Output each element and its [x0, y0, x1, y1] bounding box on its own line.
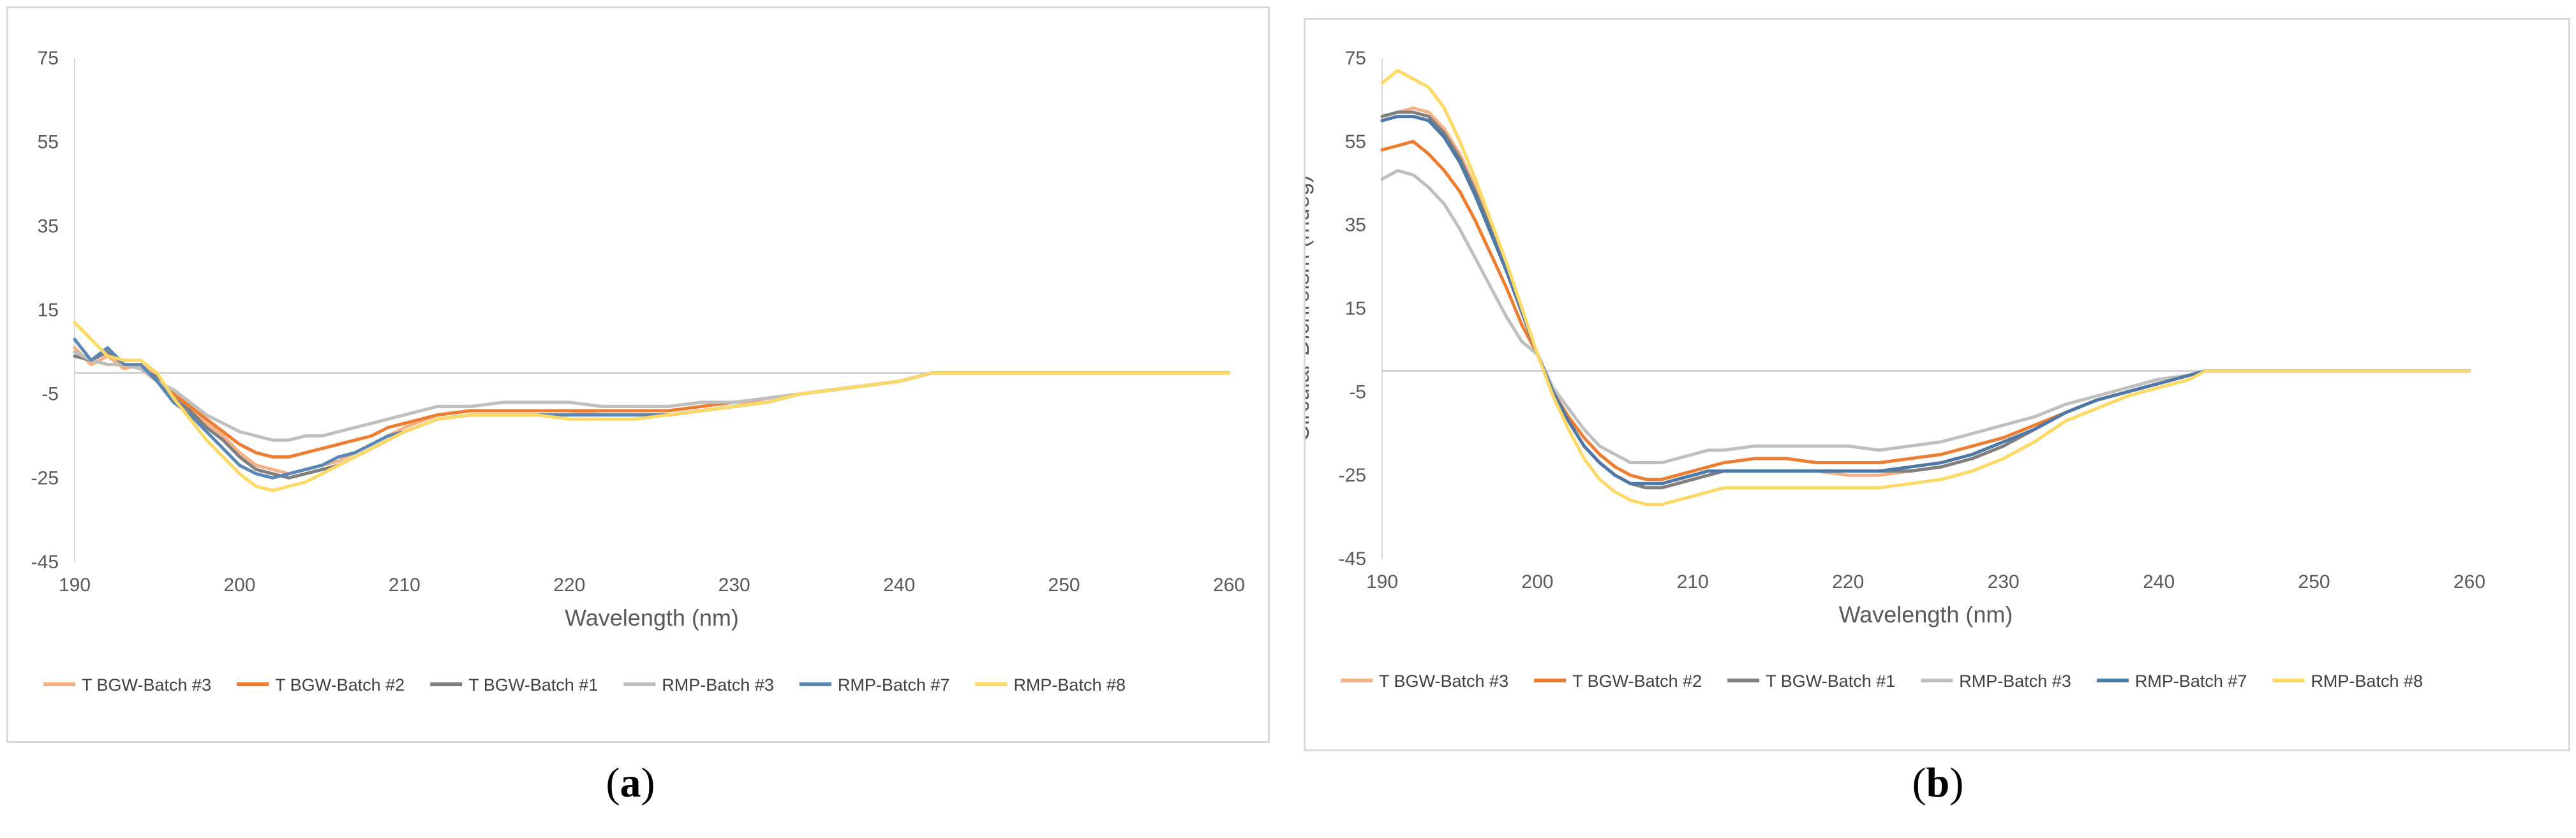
chart-a-x-tick-label: 250	[1048, 575, 1080, 596]
chart-b-legend-label-5: RMP-Batch #7	[2135, 672, 2247, 691]
chart-a-y-tick-label: 15	[38, 300, 59, 321]
chart-b-legend-label-4: RMP-Batch #3	[1959, 672, 2071, 691]
chart-a-y-tick-label: 35	[38, 216, 59, 237]
chart-b-series-line-3	[1380, 110, 2471, 490]
caption-b-label: b	[1926, 760, 1950, 806]
chart-b-y-tick-label: -45	[1339, 548, 1366, 570]
caption-b: (b)	[1912, 760, 1964, 806]
chart-b-series-line-6	[1380, 69, 2471, 506]
chart-b-legend-label-2: T BGW-Batch #2	[1572, 672, 1702, 691]
chart-b-y-tick-label: -25	[1339, 465, 1366, 486]
chart-b-legend-label-6: RMP-Batch #8	[2311, 672, 2423, 691]
chart-a-legend-label-5: RMP-Batch #7	[838, 675, 950, 695]
chart-a-y-tick-label: 75	[38, 48, 59, 69]
chart-b-series-line-5	[1380, 115, 2471, 485]
chart-b-x-tick-label: 260	[2453, 571, 2485, 592]
chart-a-y-tick-label: -45	[31, 552, 59, 573]
chart-b-series-line-4	[1380, 169, 2471, 464]
chart-b-y-tick-label: 15	[1345, 298, 1366, 320]
chart-b-legend-label-1: T BGW-Batch #3	[1379, 672, 1508, 691]
chart-b-y-tick-label: -5	[1349, 381, 1366, 402]
chart-a-legend-label-3: T BGW-Batch #1	[468, 675, 598, 695]
chart-a-legend-label-6: RMP-Batch #8	[1013, 675, 1126, 695]
chart-a-legend-label-2: T BGW-Batch #2	[275, 675, 405, 695]
caption-a-label: a	[620, 760, 641, 806]
chart-a-legend-label-4: RMP-Batch #3	[662, 675, 774, 695]
caption-a: (a)	[606, 760, 655, 806]
chart-b-y-tick-label: 55	[1345, 131, 1366, 152]
chart-b-series-line-2	[1380, 140, 2471, 481]
chart-b-x-tick-label: 230	[1988, 571, 2020, 592]
chart-b-x-tick-label: 200	[1521, 571, 1553, 592]
chart-b-x-tick-label: 220	[1832, 571, 1864, 592]
chart-panel-b: 75 55 35 15 -5 -25 -45 190 200 210 220 230 240 250 260…	[1304, 18, 2570, 751]
chart-b-y-axis-title: Circular Dichroism (mdeg)	[1306, 175, 1314, 441]
chart-b-x-tick-label: 210	[1677, 571, 1709, 592]
chart-b-series-line-1	[1380, 107, 2471, 490]
chart-a-x-axis-title: Wavelength (nm)	[565, 605, 739, 631]
chart-a-x-tick-label: 260	[1213, 575, 1245, 596]
chart-a-y-tick-label: -25	[31, 467, 59, 489]
chart-b-x-tick-label: 240	[2143, 571, 2175, 592]
chart-a-x-tick-label: 190	[59, 575, 91, 596]
chart-a-series-line-4	[73, 350, 1231, 442]
chart-a-x-tick-label: 200	[223, 575, 255, 596]
chart-a-x-tick-label: 210	[389, 575, 421, 596]
chart-a-legend-label-1: T BGW-Batch #3	[82, 675, 211, 695]
chart-b-x-tick-label: 190	[1366, 571, 1398, 592]
chart-a-y-tick-label: 55	[38, 132, 59, 153]
chart-b-y-tick-label: 75	[1345, 48, 1366, 69]
chart-a-x-tick-label: 230	[718, 575, 750, 596]
chart-a-x-tick-label: 220	[553, 575, 585, 596]
chart-panel-a: 75 55 35 15 -5 -25 -45 190 200 210 220 230 240 250 260…	[6, 6, 1270, 743]
chart-b-x-tick-label: 250	[2298, 571, 2330, 592]
chart-a-x-tick-label: 240	[883, 575, 915, 596]
chart-b-legend-label-3: T BGW-Batch #1	[1766, 672, 1895, 691]
chart-a-series-line-2	[73, 350, 1231, 459]
chart-b-x-axis-title: Wavelength (nm)	[1839, 601, 2013, 628]
chart-b-y-tick-label: 35	[1345, 215, 1366, 236]
chart-a-y-tick-label: -5	[41, 384, 59, 405]
chart-a-series-line-6	[73, 321, 1231, 492]
